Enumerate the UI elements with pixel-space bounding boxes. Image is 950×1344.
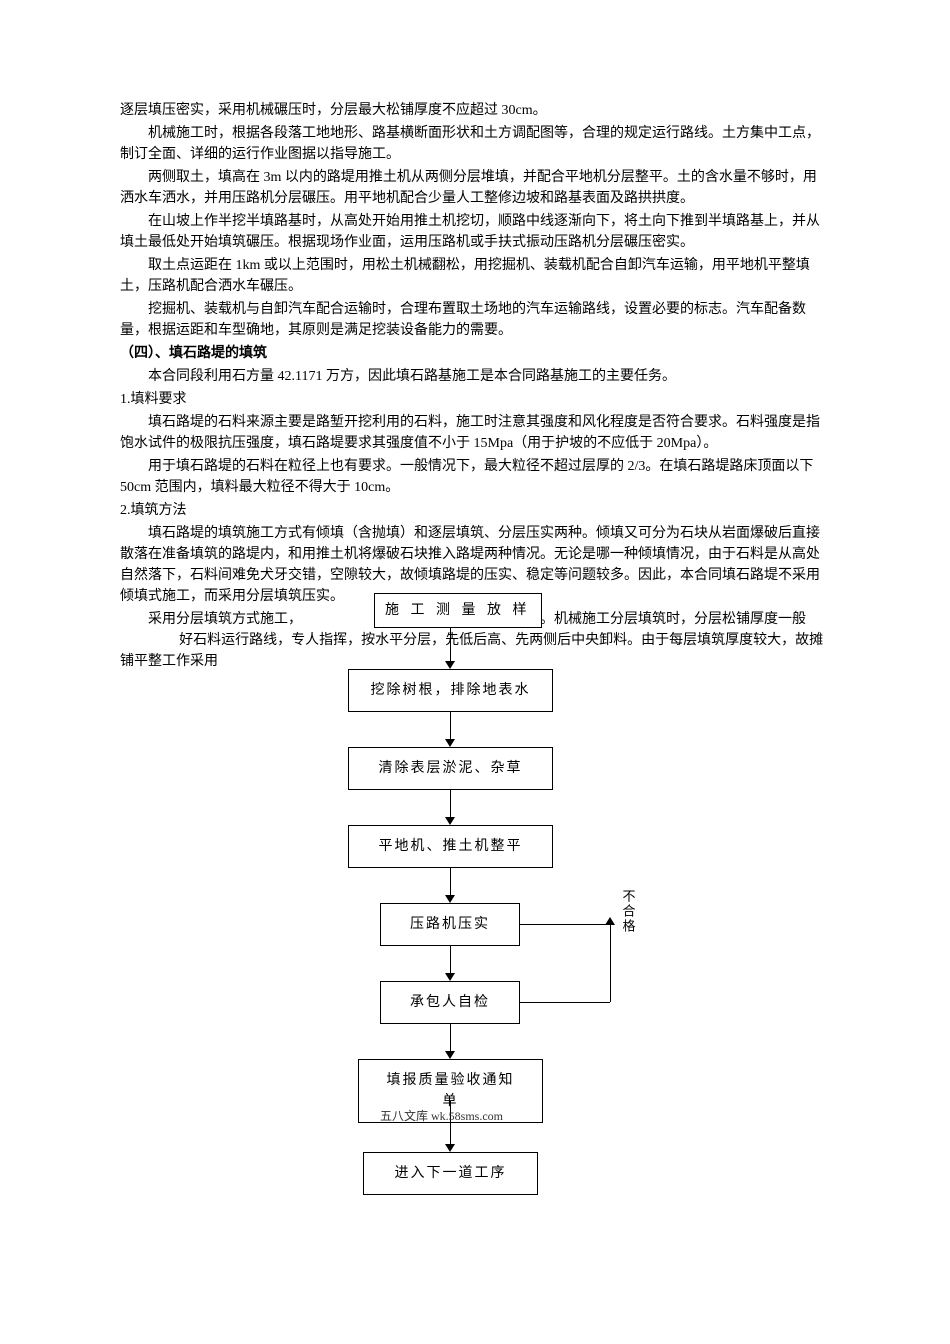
paragraph: 用于填石路堤的石料在粒径上也有要求。一般情况下，最大粒径不超过层厚的 2/3。在… bbox=[120, 456, 830, 498]
paragraph: 取土点运距在 1km 或以上范围时，用松土机械翻松，用挖掘机、装载机配合自卸汽车… bbox=[120, 255, 830, 297]
flowchart-container: 施 工 测 量 放 样 挖除树根，排除地表水 清除表层淤泥、杂草 平地机、推土机… bbox=[240, 637, 830, 1237]
flow-arrow-icon bbox=[445, 1144, 455, 1152]
paragraph: 逐层填压密实，采用机械碾压时，分层最大松铺厚度不应超过 30cm。 bbox=[120, 100, 830, 121]
sub-heading: 1.填料要求 bbox=[120, 389, 830, 410]
paragraph: 在山坡上作半挖半填路基时，从高处开始用推土机挖切，顺路中线逐渐向下，将土向下推到… bbox=[120, 211, 830, 253]
flow-line bbox=[450, 789, 451, 819]
flow-arrow-icon bbox=[445, 739, 455, 747]
flow-arrow-icon bbox=[445, 661, 455, 669]
flow-arrow-icon bbox=[445, 817, 455, 825]
flow-label-fail: 不合格 bbox=[618, 889, 638, 934]
flow-box: 承包人自检 bbox=[380, 981, 520, 1024]
flow-box: 压路机压实 bbox=[380, 903, 520, 946]
paragraph: 填石路堤的石料来源主要是路堑开挖利用的石料，施工时注意其强度和风化程度是否符合要… bbox=[120, 412, 830, 454]
flow-box: 挖除树根，排除地表水 bbox=[348, 669, 553, 712]
flow-box: 进入下一道工序 bbox=[363, 1152, 538, 1195]
flow-line bbox=[450, 1023, 451, 1053]
flow-line bbox=[520, 924, 610, 925]
flow-line bbox=[450, 711, 451, 741]
flow-line bbox=[450, 867, 451, 897]
flow-box-overlay: 施 工 测 量 放 样 bbox=[374, 593, 542, 628]
paragraph: 挖掘机、装载机与自卸汽车配合运输时，合理布置取土场地的汽车运输路线，设置必要的标… bbox=[120, 299, 830, 341]
section-heading: （四）、填石路堤的填筑 bbox=[120, 343, 830, 364]
flow-box: 清除表层淤泥、杂草 bbox=[348, 747, 553, 790]
flow-line bbox=[610, 924, 611, 1002]
paragraph: 两侧取土，填高在 3m 以内的路堤用推土机从两侧分层堆填，并配合平地机分层整平。… bbox=[120, 167, 830, 209]
footer-watermark: 五八文库 wk.58sms.com bbox=[380, 1107, 503, 1125]
flow-box: 平地机、推土机整平 bbox=[348, 825, 553, 868]
document-body: 逐层填压密实，采用机械碾压时，分层最大松铺厚度不应超过 30cm。 机械施工时，… bbox=[120, 100, 830, 672]
flow-arrow-icon bbox=[445, 1051, 455, 1059]
paragraph: 本合同段利用石方量 42.1171 万方，因此填石路基施工是本合同路基施工的主要… bbox=[120, 366, 830, 387]
paragraph-part: 采用分层填筑方式施工， bbox=[148, 612, 302, 627]
paragraph: 机械施工时，根据各段落工地地形、路基横断面形状和土方调配图等，合理的规定运行路线… bbox=[120, 123, 830, 165]
flow-arrow-icon bbox=[605, 917, 615, 925]
flow-line bbox=[450, 945, 451, 975]
flow-arrow-icon bbox=[445, 895, 455, 903]
sub-heading: 2.填筑方法 bbox=[120, 500, 830, 521]
flow-arrow-icon bbox=[445, 973, 455, 981]
flow-line bbox=[520, 1002, 610, 1003]
